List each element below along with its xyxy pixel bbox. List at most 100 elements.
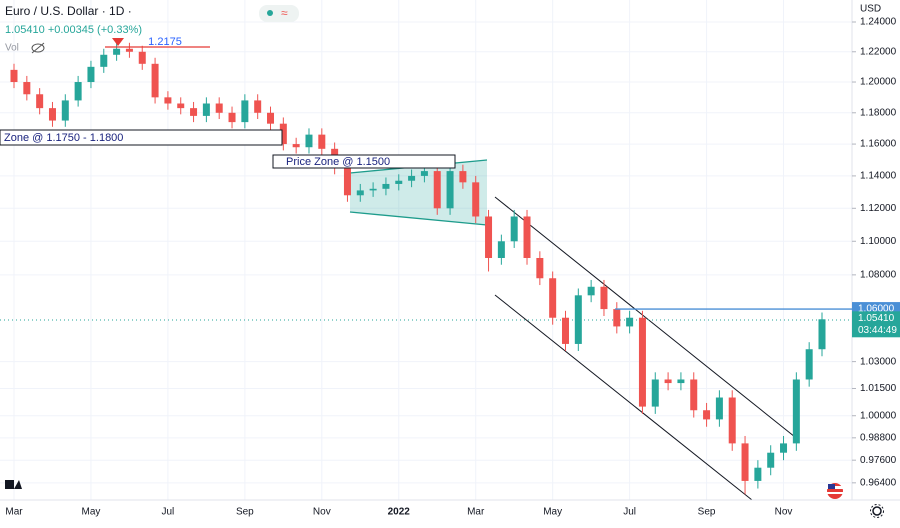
candle-body: [382, 183, 390, 189]
candle-body: [202, 103, 210, 116]
candle-body: [651, 379, 659, 407]
x-tick-label: Sep: [236, 507, 254, 518]
zone-box: [0, 129, 283, 146]
y-tick-label: 1.10000: [860, 236, 897, 247]
price-tag: [852, 311, 900, 338]
y-tick-label: 1.18000: [860, 107, 897, 118]
candle-body: [48, 108, 56, 121]
x-tick-label: Nov: [313, 507, 331, 518]
price-tag-label: 1.05410: [858, 313, 895, 324]
candle-body: [741, 443, 749, 481]
candle-body: [305, 134, 313, 148]
level-label: 1.06000: [858, 304, 895, 315]
channel-line: [494, 196, 796, 438]
candle-body: [805, 349, 813, 380]
candle-body: [23, 82, 31, 95]
candle-body: [523, 216, 531, 258]
tv-logo[interactable]: [5, 480, 22, 489]
candle-body: [395, 180, 403, 184]
trend-line: [349, 211, 488, 226]
candles: [10, 41, 826, 495]
candle-body: [356, 190, 364, 196]
candle-body: [36, 94, 44, 109]
x-tick-label: May: [543, 507, 562, 518]
y-tick-label: 1.03000: [860, 356, 897, 367]
candle-body: [10, 69, 18, 83]
candle-body: [767, 452, 775, 468]
candle-body: [818, 319, 826, 350]
candle-body: [715, 397, 723, 420]
candle-body: [87, 66, 95, 83]
candle-body: [561, 317, 569, 344]
y-tick-label: 1.22000: [860, 46, 897, 57]
y-tick-label: 1.20000: [860, 77, 897, 88]
settings-icon[interactable]: [870, 504, 884, 518]
candle-body: [626, 317, 634, 327]
candle-body: [254, 100, 262, 113]
y-tick-label: 1.01500: [860, 383, 897, 394]
price-axis: [852, 0, 900, 523]
channel-line: [494, 294, 753, 501]
x-tick-label: Mar: [5, 507, 23, 518]
hide-icon[interactable]: [31, 42, 45, 54]
candle-body: [318, 134, 326, 149]
zone-box: [272, 154, 456, 169]
candle-body: [420, 171, 428, 176]
candle-body: [151, 63, 159, 98]
peak-label: 1.2175: [148, 36, 182, 48]
candle-body: [164, 97, 172, 104]
candle-body: [408, 175, 416, 181]
candle-body: [74, 82, 82, 101]
quote: 1.05410 +0.00345 (+0.33%): [5, 24, 142, 36]
indicator-toggle[interactable]: [259, 5, 299, 22]
candle-body: [510, 216, 518, 242]
y-tick-label: 1.00000: [860, 410, 897, 421]
x-tick-label: Nov: [775, 507, 793, 518]
flag-icon: [827, 483, 843, 499]
candle-body: [638, 317, 646, 407]
candle-body: [677, 379, 685, 384]
candle-body: [100, 54, 108, 67]
y-tick-label: 1.14000: [860, 171, 897, 182]
x-tick-label: Sep: [698, 507, 716, 518]
candle-body: [587, 286, 595, 296]
x-tick-label: 2022: [388, 507, 411, 518]
candle-body: [754, 467, 762, 481]
candle-body: [780, 443, 788, 453]
candle-body: [241, 100, 249, 123]
y-tick-label: 0.97600: [860, 455, 897, 466]
candle-body: [728, 397, 736, 444]
x-tick-label: May: [81, 507, 100, 518]
x-tick-label: Mar: [467, 507, 485, 518]
candle-body: [485, 216, 493, 258]
y-tick-label: 0.98800: [860, 432, 897, 443]
zone-label: Price Zone @ 1.1500: [286, 156, 390, 168]
candle-body: [369, 188, 377, 191]
peak-arrow: [112, 38, 124, 46]
x-tick-label: Jul: [162, 507, 175, 518]
candle-body: [472, 182, 480, 217]
candle-body: [125, 48, 133, 52]
candle-body: [215, 103, 223, 113]
candle-body: [113, 48, 121, 55]
wave-icon: ≈: [281, 6, 288, 20]
zone-label: Zone @ 1.1750 - 1.1800: [4, 132, 123, 144]
axis-labels: 1.24000 1.22000 1.20000 1.18000 1.16000 1.140…: [5, 17, 896, 518]
candle-body: [574, 295, 582, 344]
candle-body: [190, 108, 198, 116]
grid: [0, 0, 852, 500]
chart-title: Euro / U.S. Dollar · 1D ·: [5, 4, 132, 18]
candle-body: [177, 103, 185, 109]
candle-body: [703, 410, 711, 420]
candle-body: [267, 112, 275, 124]
candle-body: [292, 144, 300, 148]
candle-body: [690, 379, 698, 411]
candle-body: [459, 171, 467, 183]
y-tick-label: 1.08000: [860, 270, 897, 281]
y-tick-label: 0.96400: [860, 477, 897, 488]
candle-body: [497, 241, 505, 258]
candle-body: [433, 171, 441, 209]
candle-body: [279, 123, 287, 145]
candle-body: [613, 309, 621, 327]
